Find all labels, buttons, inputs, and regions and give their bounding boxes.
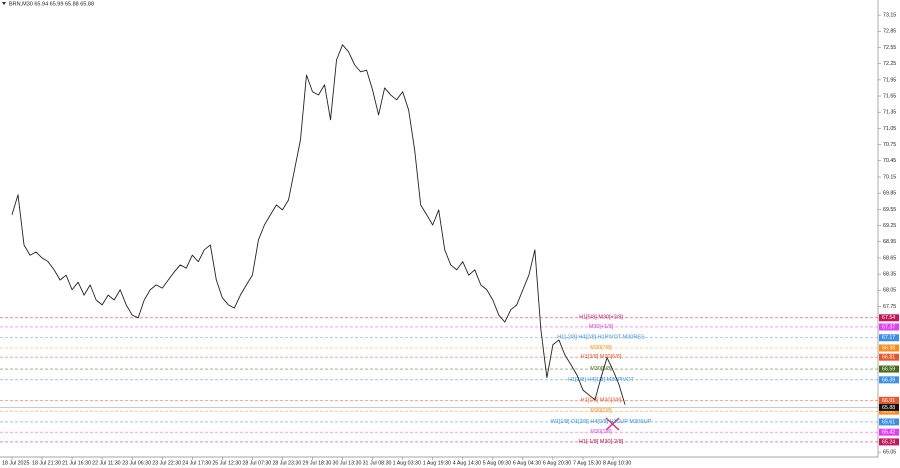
price-tag-label: 67.17 — [882, 335, 895, 341]
current-price-label: 65.88 — [882, 405, 895, 411]
y-tick-label: 68.65 — [883, 255, 896, 261]
x-tick-label: 28 Jul 07:30 — [242, 460, 271, 466]
level-label: M30[7/8] — [590, 345, 612, 351]
y-tick-label: 69.55 — [883, 207, 896, 213]
price-tag — [879, 428, 899, 436]
level-label: W1[1/8] D1[2/8] H4[0/8] H1SUP M30SUP — [551, 419, 652, 425]
y-tick-label: 68.05 — [883, 288, 896, 294]
y-tick-label: 67.75 — [883, 304, 896, 310]
x-tick-label: 18 Jul 21:30 — [32, 460, 61, 466]
x-tick-label: 24 Jul 17:30 — [182, 460, 211, 466]
price-tag — [879, 396, 899, 404]
menu-arrow — [2, 2, 6, 5]
y-tick-label: 71.65 — [883, 93, 896, 99]
y-tick-label: 71.35 — [883, 110, 896, 116]
price-line — [11, 44, 626, 405]
y-tick-label: 68.35 — [883, 271, 896, 277]
price-tag — [879, 353, 899, 361]
price-tag-label: 65.42 — [882, 430, 895, 436]
x-tick-label: 8 Aug 10:30 — [603, 460, 631, 466]
x-tick-label: 7 Aug 15:30 — [573, 460, 601, 466]
x-tick-label: 31 Jul 08:30 — [363, 460, 392, 466]
x-tick-label: 23 Jul 06:30 — [122, 460, 151, 466]
level-label: M30[5/8] — [590, 366, 612, 372]
price-tag — [879, 323, 899, 331]
y-tick-label: 70.75 — [883, 142, 896, 148]
price-tag — [879, 344, 899, 352]
level-label: H1[-2/8] H4[2/8] H1PIVOT M30RES — [557, 335, 645, 341]
y-tick-label: 68.95 — [883, 239, 896, 245]
x-tick-label: 21 Jul 16:30 — [62, 460, 91, 466]
x-tick-label: 29 Jul 18:30 — [303, 460, 332, 466]
level-label: M30[2/8] — [590, 408, 612, 414]
price-tag-label: 66.59 — [882, 366, 895, 372]
y-tick-label: 69.85 — [883, 191, 896, 197]
price-tag-label: 67.37 — [882, 324, 895, 330]
x-tick-label: 1 Aug 19:30 — [423, 460, 451, 466]
y-tick-label: 70.45 — [883, 158, 896, 164]
y-tick-label: 73.15 — [883, 13, 896, 19]
x-tick-label: 18 Jul 2025 — [2, 460, 29, 466]
y-tick-label: 72.25 — [883, 61, 896, 67]
x-tick-label: 6 Aug 04:30 — [513, 460, 541, 466]
price-tag-label: 67.54 — [882, 315, 895, 321]
y-tick-label: 71.05 — [883, 126, 896, 132]
price-tag-label: 66.01 — [882, 398, 895, 404]
x-tick-label: 23 Jul 22:30 — [152, 460, 181, 466]
y-tick-label: 72.55 — [883, 45, 896, 51]
price-tag-label: 65.81 — [882, 409, 895, 415]
x-tick-label: 30 Jul 13:30 — [333, 460, 362, 466]
current-price-tag — [879, 403, 899, 411]
x-tick-label: 28 Jul 23:30 — [272, 460, 301, 466]
level-label: H1[3/8] M30[6/8] — [581, 354, 622, 360]
cursor-marker — [605, 417, 620, 431]
level-label: H1[2/8] H4[1/8] M30PIVOT — [568, 377, 634, 383]
x-tick-label: 25 Jul 12:30 — [212, 460, 241, 466]
x-tick-label: 6 Aug 20:30 — [543, 460, 571, 466]
price-tag — [879, 365, 899, 373]
price-tag-label: 66.39 — [882, 377, 895, 383]
price-tag-label: 66.98 — [882, 345, 895, 351]
price-tag — [879, 407, 899, 415]
price-tag — [879, 314, 899, 322]
price-tag — [879, 418, 899, 426]
x-tick-label: 1 Aug 03:30 — [393, 460, 421, 466]
y-tick-label: 71.95 — [883, 77, 896, 83]
y-tick-label: 65.05 — [883, 450, 896, 456]
y-tick-label: 69.25 — [883, 223, 896, 229]
price-tag — [879, 334, 899, 342]
level-label: H1[5/8] M30[+2/8] — [579, 315, 623, 321]
level-label: H1[1/8] M30[3/8] — [581, 397, 622, 403]
level-label: M30[1/8] — [590, 429, 612, 435]
price-tag — [879, 438, 899, 446]
x-tick-label: 4 Aug 14:30 — [453, 460, 481, 466]
x-tick-label: 5 Aug 09:30 — [483, 460, 511, 466]
y-tick-label: 70.15 — [883, 174, 896, 180]
price-tag — [879, 376, 899, 384]
chart-title: BRN,M30 65.94 65.99 65.88 65.88 — [9, 1, 94, 7]
price-tag-label: 66.81 — [882, 355, 895, 361]
price-tag-label: 65.61 — [882, 419, 895, 425]
x-tick-label: 22 Jul 11:30 — [92, 460, 121, 466]
level-label: H1[-1/8] M30[-2/8] — [579, 439, 624, 445]
price-tag-label: 65.24 — [882, 439, 895, 445]
y-tick-label: 72.85 — [883, 29, 896, 35]
level-label: M30[+1/8] — [589, 324, 614, 330]
